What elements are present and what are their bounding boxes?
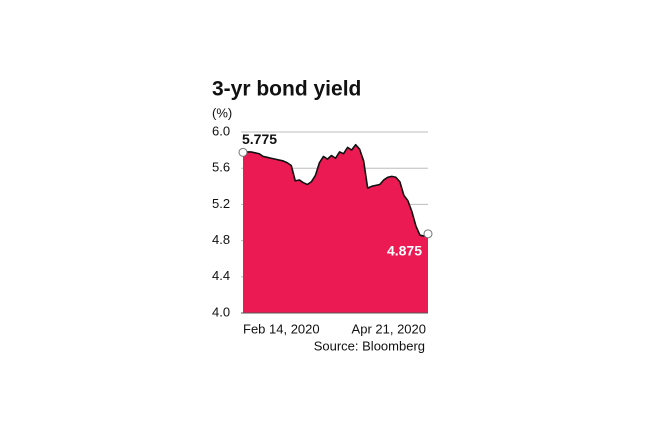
data-label: 4.875 [387,243,422,259]
y-tick-label: 5.2 [212,196,230,211]
area [243,144,428,313]
x-tick-label: Apr 21, 2020 [352,321,426,336]
source: Source: Bloomberg [314,338,425,353]
y-tick-label: 4.4 [212,268,230,283]
y-axis-label: (%) [212,105,232,120]
y-tick-label: 6.0 [212,123,230,138]
y-tick-label: 4.8 [212,232,230,247]
x-tick-label: Feb 14, 2020 [243,321,320,336]
y-tick-label: 5.6 [212,160,230,175]
end-point [238,147,248,157]
chart-title: 3-yr bond yield [212,78,361,101]
line [242,143,429,237]
end-point [423,229,433,239]
y-tick-label: 4.0 [212,304,230,319]
data-label: 5.775 [242,131,277,147]
